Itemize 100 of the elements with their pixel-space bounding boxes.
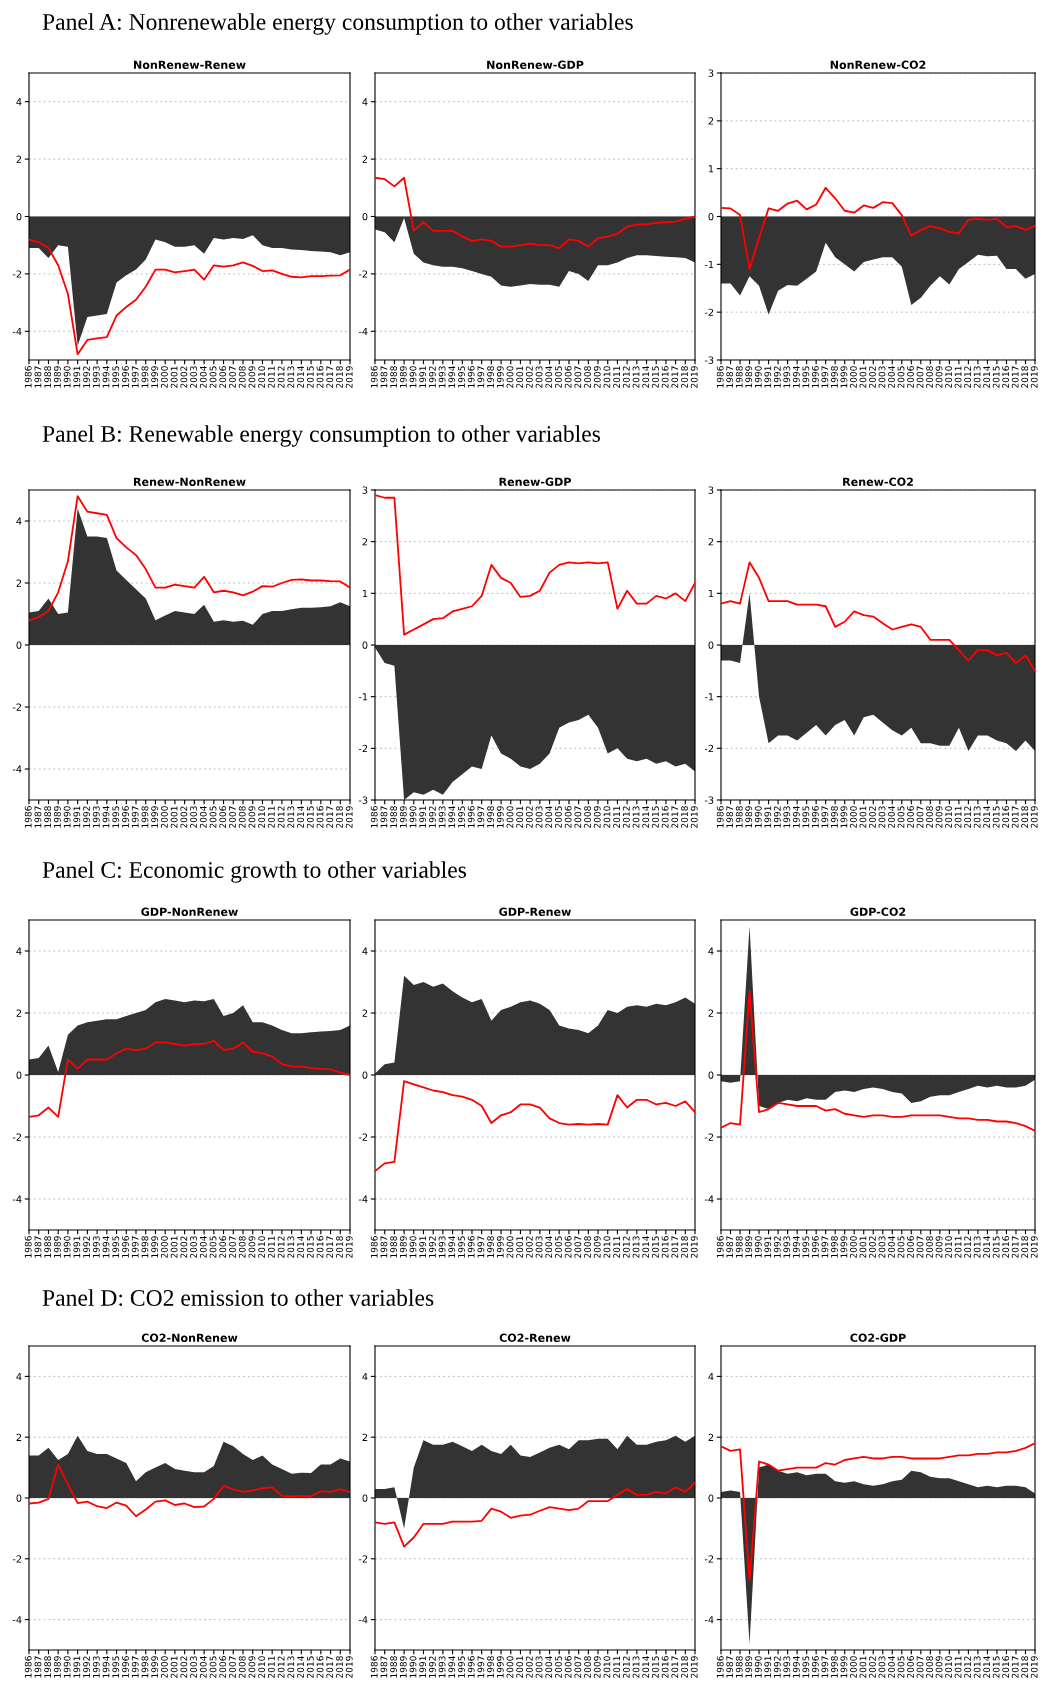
y-tick-label: 1 <box>708 165 714 173</box>
x-tick-label: 2018 <box>336 1236 343 1258</box>
x-tick-label: 2005 <box>209 1236 217 1258</box>
x-tick-label: 2006 <box>219 1656 227 1678</box>
x-tick-label: 2002 <box>525 1236 533 1258</box>
x-tick-label: 2000 <box>850 1236 857 1258</box>
x-tick-label: 2019 <box>690 806 698 828</box>
x-tick-label: 2011 <box>613 1236 621 1258</box>
x-tick-label: 2009 <box>248 1236 256 1258</box>
x-tick-label: 2001 <box>170 806 178 828</box>
x-tick-label: 2015 <box>306 1656 314 1678</box>
x-tick-label: 1996 <box>811 1236 819 1258</box>
x-tick-label: 2001 <box>859 1656 867 1678</box>
x-tick-label: 2008 <box>926 1656 933 1678</box>
x-tick-label: 2010 <box>945 1656 952 1678</box>
x-tick-label: 2017 <box>326 1236 334 1258</box>
y-tick-label: 0 <box>708 212 714 221</box>
x-tick-label: 2000 <box>850 366 857 388</box>
x-tick-label: 1986 <box>24 806 32 828</box>
line-series <box>375 176 695 249</box>
y-tick-label: 4 <box>16 947 22 955</box>
x-tick-label: 1999 <box>151 366 159 388</box>
x-tick-label: 2000 <box>506 1656 514 1678</box>
x-tick-label: 2019 <box>345 1656 353 1678</box>
x-tick-label: 2017 <box>326 1656 334 1678</box>
x-tick-label: 1986 <box>370 1656 378 1678</box>
x-tick-label: 2001 <box>170 366 178 388</box>
x-tick-label: 2013 <box>287 1656 295 1678</box>
x-tick-label: 2003 <box>535 1236 543 1258</box>
x-tick-label: 1992 <box>83 366 90 388</box>
x-tick-label: 2001 <box>516 1656 524 1678</box>
x-tick-label: 2011 <box>954 806 962 828</box>
x-tick-label: 1991 <box>764 1656 772 1678</box>
y-tick-label: -4 <box>358 1195 368 1203</box>
x-tick-label: 1994 <box>792 366 800 388</box>
x-tick-label: 2000 <box>850 806 857 828</box>
x-tick-label: 2002 <box>180 806 188 828</box>
x-tick-label: 2004 <box>888 366 895 388</box>
x-tick-label: 2001 <box>170 1656 178 1678</box>
x-tick-label: 1999 <box>496 1236 504 1258</box>
x-tick-label: 2012 <box>277 1236 285 1258</box>
y-tick-label: 3 <box>708 486 714 494</box>
y-tick-label: 2 <box>16 1009 22 1017</box>
x-tick-label: 2011 <box>267 366 275 388</box>
x-tick-label: 2003 <box>535 366 543 388</box>
x-tick-label: 1992 <box>83 806 90 828</box>
y-tick-label: -2 <box>704 1133 714 1141</box>
x-tick-label: 2010 <box>945 806 952 828</box>
x-tick-label: 2006 <box>564 1656 572 1678</box>
x-tick-label: 1991 <box>73 1656 81 1678</box>
line-series <box>375 494 695 636</box>
y-tick-label: -1 <box>704 693 714 701</box>
x-tick-label: 2013 <box>287 1236 295 1258</box>
x-tick-label: 1988 <box>44 366 52 388</box>
x-tick-label: 1995 <box>458 1236 465 1258</box>
line-series <box>721 990 1035 1132</box>
x-tick-label: 2014 <box>297 1236 304 1258</box>
line-series <box>29 238 350 356</box>
x-tick-label: 2009 <box>935 1656 943 1678</box>
x-tick-label: 2019 <box>345 806 353 828</box>
x-tick-label: 1998 <box>830 1236 838 1258</box>
x-tick-label: 1986 <box>24 1236 32 1258</box>
x-tick-label: 1989 <box>745 1656 753 1678</box>
x-tick-label: 2002 <box>180 1656 188 1678</box>
x-tick-label: 1988 <box>735 1236 743 1258</box>
x-tick-label: 2014 <box>642 1656 650 1678</box>
x-tick-label: 2009 <box>935 806 943 828</box>
x-tick-label: 2010 <box>258 366 266 388</box>
y-tick-label: -2 <box>358 744 368 753</box>
x-tick-label: 2019 <box>1030 806 1038 828</box>
x-tick-label: 2008 <box>584 806 591 828</box>
x-tick-label: 2005 <box>555 366 562 388</box>
x-tick-label: 2016 <box>1002 806 1010 828</box>
x-tick-label: 2001 <box>516 1236 524 1258</box>
x-tick-label: 1991 <box>764 366 772 388</box>
x-tick-label: 2005 <box>897 1656 905 1678</box>
x-tick-label: 2015 <box>992 1656 1000 1678</box>
x-tick-label: 2018 <box>336 1656 343 1678</box>
x-tick-label: 1988 <box>390 366 398 388</box>
x-tick-label: 2006 <box>219 806 227 828</box>
x-tick-label: 2003 <box>190 1236 197 1258</box>
y-tick-label: 4 <box>16 517 22 525</box>
x-tick-label: 2016 <box>316 366 324 388</box>
x-tick-label: 1988 <box>735 806 743 828</box>
x-tick-label: 2018 <box>1021 1656 1029 1678</box>
x-tick-label: 1994 <box>448 366 456 388</box>
x-tick-label: 2015 <box>992 1236 1000 1258</box>
x-tick-label: 1989 <box>399 806 407 828</box>
x-tick-label: 2005 <box>555 1656 562 1678</box>
y-tick-label: -3 <box>358 796 368 804</box>
x-tick-label: 2009 <box>593 366 601 388</box>
x-tick-label: 1988 <box>390 806 398 828</box>
x-tick-label: 2008 <box>238 806 246 828</box>
y-tick-label: 1 <box>362 589 368 598</box>
x-tick-label: 1998 <box>141 806 149 828</box>
x-tick-label: 1990 <box>63 1656 71 1678</box>
x-tick-label: 1987 <box>726 1236 734 1258</box>
x-tick-label: 2014 <box>642 1236 650 1258</box>
x-tick-label: 2018 <box>681 366 688 388</box>
x-tick-label: 1999 <box>840 366 848 388</box>
